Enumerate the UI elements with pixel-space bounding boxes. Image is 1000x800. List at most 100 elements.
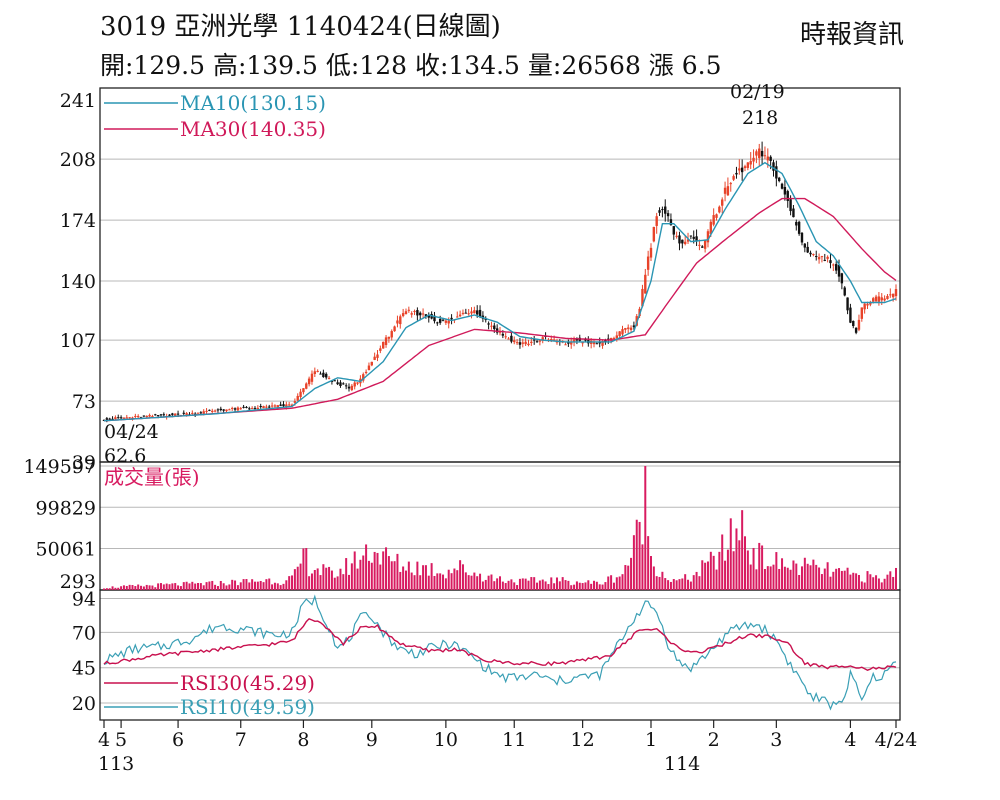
panel-frames [99, 87, 901, 721]
volume-bar [393, 561, 396, 590]
volume-bar [256, 581, 259, 590]
candle-body [723, 187, 727, 194]
volume-bar [279, 585, 282, 590]
candle-body [567, 342, 570, 344]
volume-bar [752, 547, 755, 590]
candle-body [381, 341, 385, 349]
x-tick-label: 4 [844, 729, 856, 751]
candle-body [225, 409, 228, 412]
volume-bar [419, 575, 422, 590]
volume-bar [239, 582, 242, 590]
candle-body [421, 313, 425, 315]
volume-bar [396, 553, 399, 590]
volume-bar [308, 576, 311, 590]
candle-body [806, 246, 809, 253]
volume-bar [718, 551, 721, 590]
volume-bar [658, 576, 661, 590]
volume-bar [627, 565, 630, 590]
volume-bar [496, 578, 499, 590]
volume-bar [792, 560, 795, 590]
volume-bar [749, 564, 752, 590]
candle-body [476, 310, 479, 315]
candle-body [763, 155, 767, 157]
volume-bar [316, 568, 319, 590]
volume-bar [362, 555, 365, 590]
volume-bar [701, 560, 704, 590]
volume-tick-label: 293 [60, 571, 96, 593]
volume-bar [769, 566, 772, 590]
candle-body [880, 297, 883, 301]
candle-body [652, 226, 656, 242]
candle-body [171, 413, 174, 415]
candle-body [242, 406, 245, 408]
candle-body [487, 323, 490, 325]
volume-bar [402, 566, 405, 590]
volume-bar [359, 559, 362, 590]
volume-bar [524, 578, 527, 590]
candle-body [527, 343, 530, 346]
volume-bar [211, 580, 214, 590]
volume-bar [738, 540, 741, 590]
candle-body [108, 418, 111, 420]
candle-body [410, 313, 413, 315]
volume-bar [544, 581, 547, 590]
volume-bar [137, 584, 140, 590]
price-tick-label: 208 [60, 149, 96, 171]
x-tick-label: 7 [235, 729, 247, 751]
candle-body [122, 417, 126, 419]
price-tick-label: 174 [60, 210, 96, 232]
candle-body [191, 412, 194, 414]
volume-bar [652, 566, 655, 590]
volume-bar [268, 578, 271, 590]
candle-body [174, 413, 177, 416]
volume-bar [322, 564, 325, 590]
candle-body [327, 377, 331, 379]
candle-body [629, 327, 633, 330]
candle-body [649, 247, 653, 258]
price-tick-label: 107 [60, 330, 96, 352]
candle-body [145, 415, 148, 418]
volume-bar [655, 576, 658, 590]
volume-bar [117, 587, 120, 590]
volume-bar [741, 510, 744, 590]
volume-bar [188, 583, 191, 590]
candle-body [419, 312, 422, 316]
volume-bar [746, 550, 749, 590]
candle-body [270, 405, 274, 407]
candle-body [609, 338, 613, 341]
volume-bar [638, 521, 641, 590]
candle-body [219, 408, 223, 411]
x-tick-label: 10 [434, 729, 458, 751]
volume-bar [481, 581, 484, 590]
volume-bar [809, 565, 812, 590]
candle-body [336, 382, 339, 385]
candle-body [265, 406, 268, 408]
candle-body [718, 206, 721, 213]
candle-body [156, 415, 160, 417]
candle-body [136, 416, 140, 418]
volume-bar [826, 562, 829, 590]
volume-tick-label: 50061 [36, 539, 96, 561]
volume-bar [373, 551, 376, 590]
volume-bar [612, 582, 615, 590]
candle-body [872, 298, 875, 302]
candle-body [823, 259, 826, 261]
candle-body [817, 257, 821, 260]
candle-body [461, 312, 465, 314]
volume-bar [205, 582, 208, 590]
rsi-tick-label: 20 [72, 693, 96, 715]
volume-bar [672, 579, 675, 590]
candle-body [299, 391, 302, 397]
candle-body [695, 236, 698, 242]
volume-bar [365, 544, 368, 590]
volume-bar [550, 577, 553, 590]
volume-bar [689, 581, 692, 590]
axes: 2412081741401077339149597998295006129394… [23, 90, 917, 751]
candle-body [427, 315, 430, 318]
volume-bar [271, 584, 274, 590]
candle-body [168, 414, 171, 416]
rsi30-line [103, 617, 897, 671]
volume-bar [766, 566, 769, 590]
volume-bar [476, 576, 479, 590]
candle-body [504, 336, 507, 338]
